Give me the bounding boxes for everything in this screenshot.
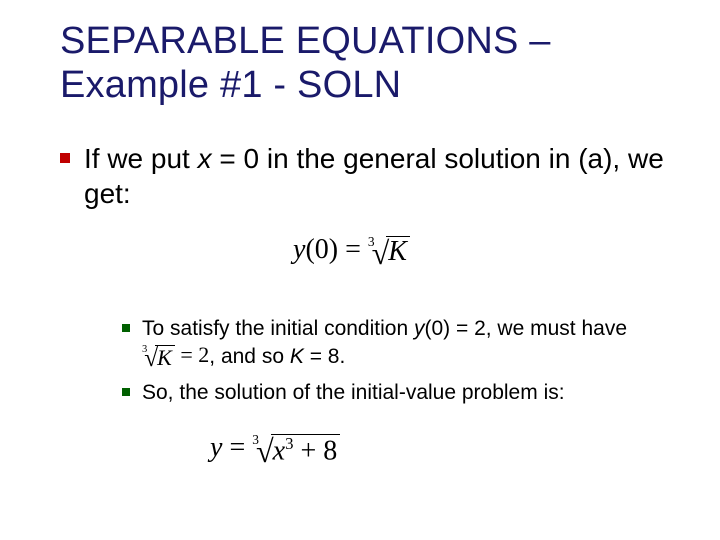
bullet-lvl2-text: To satisfy the initial condition y(0) = …	[142, 315, 670, 371]
slide-title: SEPARABLE EQUATIONS – Example #1 - SOLN	[60, 20, 670, 107]
bullet-square-icon	[122, 324, 130, 332]
bullet-lvl2: So, the solution of the initial-value pr…	[122, 379, 670, 406]
equation-general: y(0) = 3√K	[293, 234, 410, 267]
equation-solution: y = 3√x3 + 8	[210, 432, 340, 465]
bullet-lvl2: To satisfy the initial condition y(0) = …	[122, 315, 670, 371]
bullet-square-icon	[60, 153, 70, 163]
bullet-lvl2-text: So, the solution of the initial-value pr…	[142, 379, 565, 406]
equation-condition: 3√K = 2	[142, 341, 209, 370]
bullet-square-icon	[122, 388, 130, 396]
bullet-lvl1-text: If we put x = 0 in the general solution …	[84, 141, 670, 211]
bullet-lvl1: If we put x = 0 in the general solution …	[60, 141, 670, 211]
